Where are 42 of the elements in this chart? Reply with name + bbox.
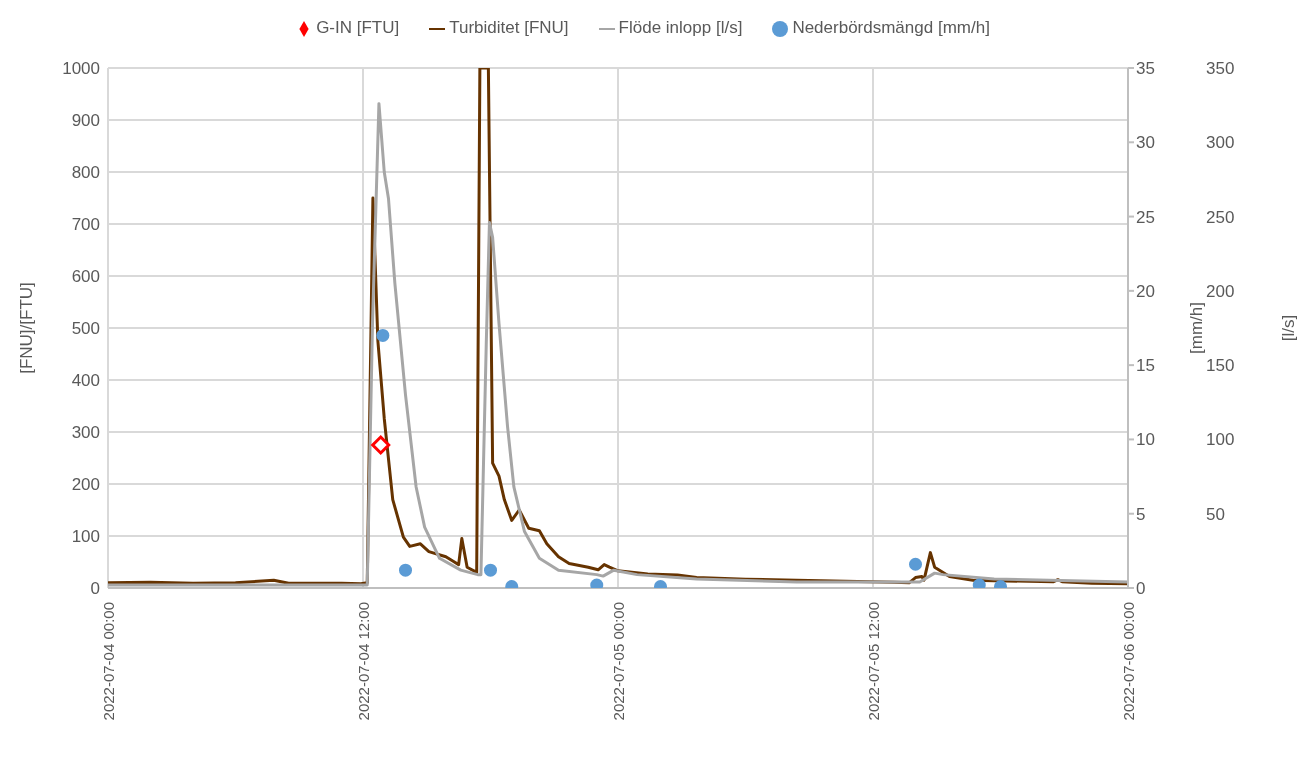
y2-tick-label: 0 [1136, 579, 1146, 599]
legend-label: Nederbördsmängd [mm/h] [792, 18, 990, 37]
y-tick-label: 400 [71, 371, 100, 391]
x-tick-label: 2022-07-05 12:00 [864, 602, 882, 721]
y2-tick-label: 35 [1136, 59, 1155, 79]
legend-label: G-IN [FTU] [316, 18, 400, 37]
y3-tick-label: 350 [1206, 59, 1235, 79]
x-tick-label: 2022-07-06 00:00 [1119, 602, 1137, 721]
y2-tick-label: 20 [1136, 281, 1155, 301]
y-tick-label: 600 [71, 267, 100, 287]
y3-tick-label: 300 [1206, 133, 1235, 153]
y2-tick-label: 5 [1136, 504, 1146, 524]
y-tick-label: 700 [71, 215, 100, 235]
y-tick-label: 500 [71, 319, 100, 339]
y2-tick-label: 25 [1136, 207, 1155, 227]
legend-label: Turbiditet [FNU] [449, 18, 569, 37]
y3-tick-label: 50 [1206, 504, 1225, 524]
y-tick-label: 100 [71, 527, 100, 547]
y-tick-label: 1000 [62, 59, 100, 79]
y3-tick-label: 100 [1206, 430, 1235, 450]
point [376, 328, 390, 342]
y-tick-label: 0 [90, 579, 100, 599]
y2-tick-label: 30 [1136, 133, 1155, 153]
point [399, 563, 412, 577]
y-tick-label: 800 [71, 163, 100, 183]
legend-label: Flöde inlopp [l/s] [618, 18, 743, 37]
y3-axis-title: [l/s] [1279, 314, 1299, 342]
y3-tick-label: 200 [1206, 281, 1235, 301]
x-tick-label: 2022-07-05 00:00 [609, 602, 627, 721]
y2-tick-label: 10 [1136, 430, 1155, 450]
x-tick-label: 2022-07-04 00:00 [99, 602, 117, 721]
y-tick-label: 300 [71, 423, 100, 443]
y3-tick-label: 150 [1206, 356, 1235, 376]
point [484, 563, 497, 577]
y-tick-label: 200 [71, 475, 100, 495]
y2-tick-label: 15 [1136, 356, 1155, 376]
x-tick-label: 2022-07-04 12:00 [354, 602, 372, 721]
y-tick-label: 900 [71, 111, 100, 131]
point [909, 557, 922, 571]
y3-tick-label: 250 [1206, 207, 1235, 227]
y-axis-title: [FNU]/[FTU] [17, 282, 37, 374]
y2-axis-title: [mm/h] [1187, 302, 1207, 354]
